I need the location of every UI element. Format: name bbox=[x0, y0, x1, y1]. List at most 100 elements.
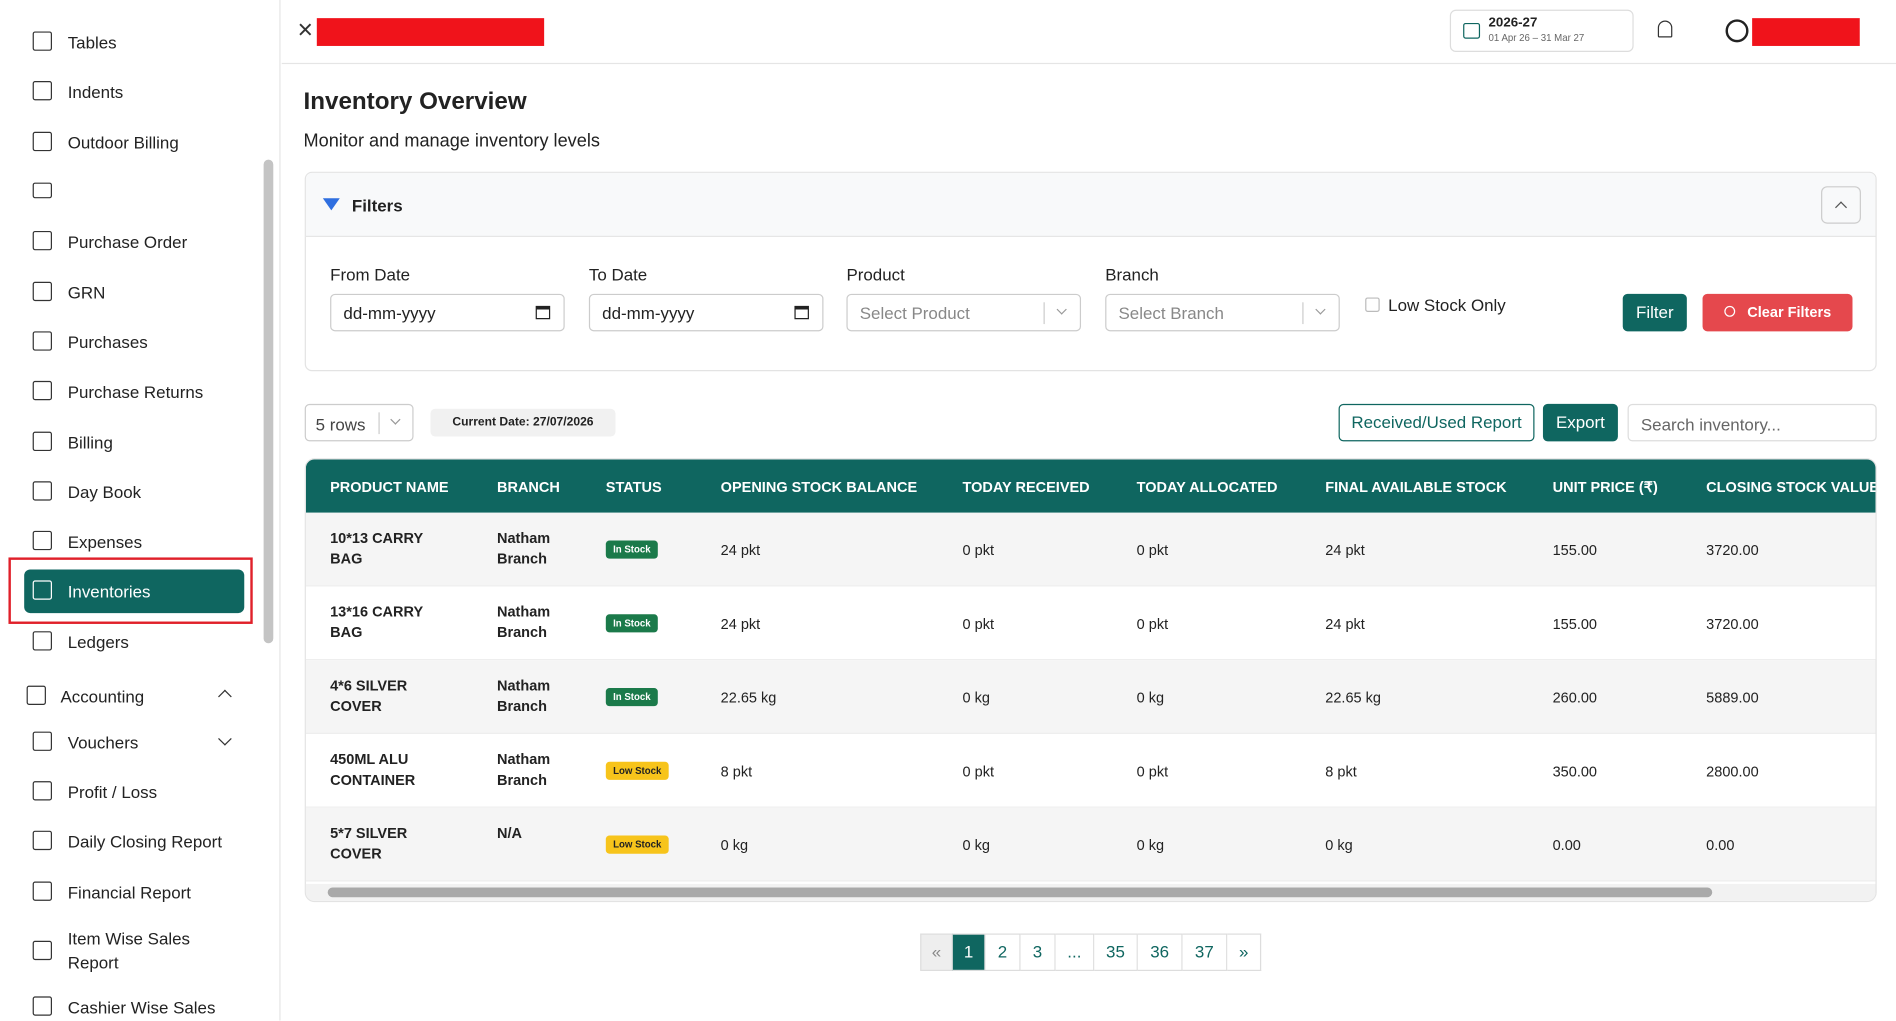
menu-item[interactable]: Cashier Wise Sales bbox=[67, 997, 216, 1017]
menu-item[interactable]: Tables bbox=[67, 32, 117, 52]
sidebar: Tables Indents Outdoor Billing Purchase Ord… bbox=[0, 0, 281, 1021]
fiscal-range: 01 Apr 26 – 31 Mar 27 bbox=[1488, 32, 1585, 44]
cell: 0 pkt bbox=[962, 541, 994, 559]
page-button[interactable]: 35 bbox=[1094, 933, 1138, 971]
menu-item[interactable]: Billing bbox=[67, 432, 113, 453]
cell: 0 kg bbox=[720, 836, 749, 854]
search-input[interactable]: Search inventory... bbox=[1627, 403, 1877, 442]
column-header: UNIT PRICE (₹) bbox=[1552, 478, 1658, 496]
date-input[interactable]: dd-mm-yyyy bbox=[588, 293, 824, 332]
filter-button[interactable]: Filter bbox=[1622, 293, 1687, 332]
cell: 0 kg bbox=[1136, 836, 1165, 854]
menu-icon bbox=[32, 940, 52, 961]
page-button[interactable]: 3 bbox=[1020, 933, 1056, 971]
select-input[interactable]: Select Product bbox=[846, 293, 1082, 332]
filter-icon bbox=[322, 198, 340, 211]
page-button[interactable]: 36 bbox=[1137, 933, 1183, 971]
filters-head bbox=[305, 172, 1876, 238]
menu-item[interactable]: Item Wise Sales Report bbox=[67, 928, 191, 973]
bell[interactable] bbox=[1657, 20, 1673, 38]
active-bg bbox=[24, 569, 245, 614]
menu-item[interactable]: Day Book bbox=[67, 482, 142, 502]
cell: 8 pkt bbox=[1325, 763, 1357, 780]
cell: Natham Branch bbox=[496, 603, 551, 641]
fiscal-picker[interactable]: 2026-27 01 Apr 26 – 31 Mar 27 bbox=[1449, 9, 1634, 52]
menu-item[interactable]: Purchase Returns bbox=[67, 382, 204, 402]
field-label: Branch bbox=[1105, 264, 1159, 285]
cell: 22.65 kg bbox=[1325, 689, 1381, 707]
cell: 0 pkt bbox=[962, 763, 994, 780]
close-button[interactable]: × bbox=[297, 14, 314, 45]
scroll-thumb[interactable] bbox=[327, 887, 1713, 898]
cell: 2800.00 bbox=[1706, 763, 1759, 780]
field-label: Product bbox=[846, 264, 905, 285]
menu-item[interactable]: Profit / Loss bbox=[67, 782, 158, 802]
menu-item[interactable]: Outdoor Billing bbox=[67, 133, 179, 153]
menu-icon bbox=[32, 881, 52, 901]
menu-item[interactable]: Expenses bbox=[67, 532, 143, 552]
menu-icon bbox=[32, 631, 52, 651]
cell: 24 pkt bbox=[1325, 615, 1365, 633]
cell: 0 kg bbox=[1325, 836, 1353, 854]
menu-item[interactable]: Vouchers bbox=[67, 732, 139, 753]
filters-title: Filters bbox=[351, 195, 403, 216]
clear-button[interactable]: Clear Filters bbox=[1702, 293, 1853, 332]
checkbox[interactable] bbox=[1365, 297, 1380, 312]
menu-item[interactable]: Inventories bbox=[67, 581, 151, 601]
cell: 13*16 CARRY BAG bbox=[330, 603, 423, 641]
calendar-icon bbox=[535, 305, 551, 320]
page-button[interactable]: » bbox=[1227, 933, 1262, 971]
cell: 0 pkt bbox=[1136, 541, 1169, 559]
user-icon[interactable] bbox=[1725, 19, 1749, 43]
page-button[interactable]: 37 bbox=[1182, 933, 1228, 971]
table: PRODUCT NAME BRANCH STATUS OPENING STOCK BA… bbox=[304, 458, 1877, 903]
menu-item[interactable]: GRN bbox=[67, 282, 106, 303]
cell: 5889.00 bbox=[1706, 689, 1759, 707]
export-button[interactable]: Export bbox=[1542, 403, 1618, 442]
clear-text: Clear Filters bbox=[1747, 303, 1832, 321]
cell: 0 kg bbox=[962, 689, 990, 707]
menu-item[interactable]: Accounting bbox=[60, 686, 145, 707]
collapse-button[interactable] bbox=[1821, 186, 1861, 224]
cell: 350.00 bbox=[1552, 763, 1597, 780]
placeholder: Search inventory... bbox=[1640, 414, 1781, 435]
report-button[interactable]: Received/Used Report bbox=[1338, 403, 1535, 442]
cell: 5*7 SILVER COVER bbox=[330, 824, 408, 863]
menu-item[interactable]: Indents bbox=[67, 82, 124, 102]
menu-icon bbox=[32, 530, 52, 551]
field-label: From Date bbox=[330, 264, 411, 285]
redacted bbox=[316, 18, 545, 46]
page-button[interactable]: 1 bbox=[952, 933, 986, 971]
cell: 0.00 bbox=[1552, 836, 1581, 854]
placeholder: Select Product bbox=[859, 303, 970, 323]
cell: Natham Branch bbox=[496, 529, 551, 568]
cell: 155.00 bbox=[1552, 615, 1597, 633]
menu-item[interactable]: Daily Closing Report bbox=[67, 831, 223, 852]
menu-item[interactable]: Purchase Order bbox=[67, 232, 188, 252]
page-button[interactable]: 2 bbox=[985, 933, 1021, 971]
status-badge: In Stock bbox=[605, 614, 658, 633]
rows-select[interactable]: 5 rows bbox=[304, 403, 414, 442]
column-header: OPENING STOCK BALANCE bbox=[720, 478, 918, 496]
checkbox-label: Low Stock Only bbox=[1388, 295, 1506, 315]
menu-icon bbox=[26, 685, 46, 705]
menu-item[interactable]: Financial Report bbox=[67, 882, 191, 903]
column-header: TODAY ALLOCATED bbox=[1136, 478, 1278, 496]
chevron bbox=[1056, 304, 1067, 315]
filters-card: Filters From Date dd-mm-yyyy To Date dd-mm-y… bbox=[304, 171, 1877, 372]
select-input[interactable]: Select Branch bbox=[1105, 293, 1340, 332]
placeholder: Select Branch bbox=[1118, 303, 1224, 323]
date-input[interactable]: dd-mm-yyyy bbox=[330, 293, 565, 332]
menu-icon bbox=[32, 230, 52, 251]
cell: N/A bbox=[496, 824, 522, 842]
status-badge: Low Stock bbox=[605, 835, 669, 854]
divider bbox=[1043, 302, 1045, 325]
menu-item[interactable]: Purchases bbox=[67, 332, 148, 352]
page-button[interactable]: « bbox=[920, 933, 953, 971]
column-header: TODAY RECEIVED bbox=[962, 478, 1090, 496]
page-button[interactable]: ... bbox=[1055, 933, 1095, 971]
cell: 260.00 bbox=[1552, 689, 1597, 707]
menu-item[interactable]: Ledgers bbox=[67, 632, 129, 652]
divider bbox=[1302, 302, 1304, 325]
